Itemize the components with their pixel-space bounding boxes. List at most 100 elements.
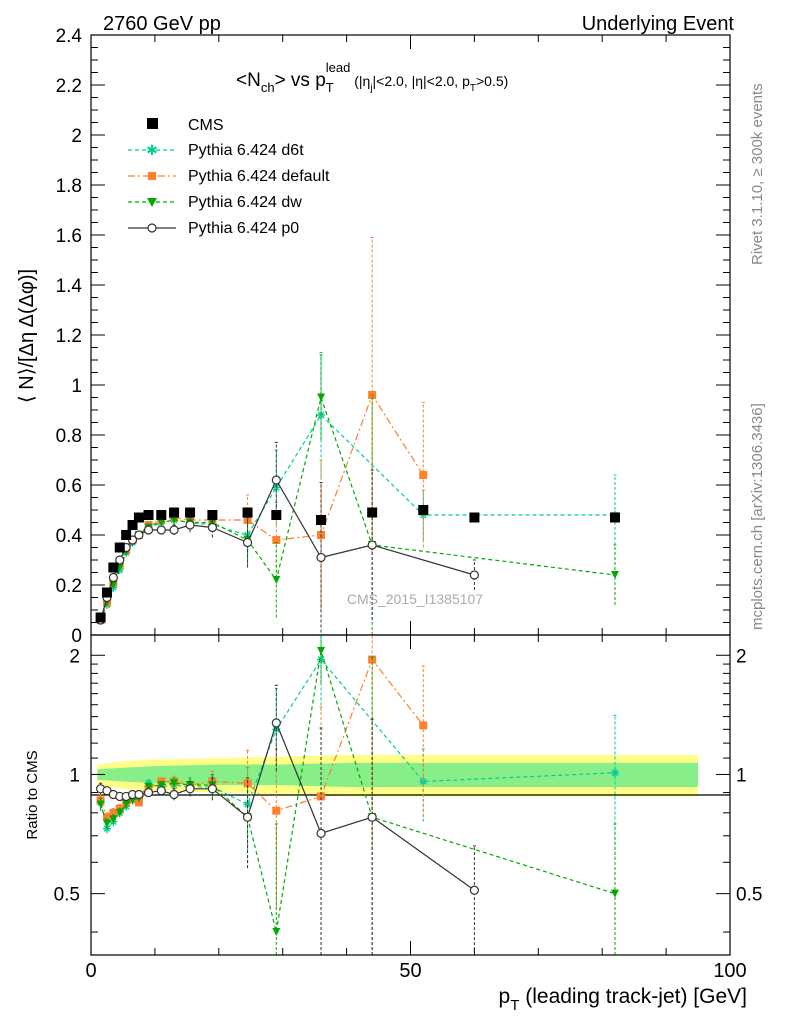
main-y-tick-label: 2.2 <box>56 76 82 97</box>
energy-label: 2760 GeV pp <box>103 13 221 35</box>
main-title: <Nch> vs pTlead (|ηj|<2.0, |η|<2.0, pT>0… <box>236 60 508 95</box>
x-tick-label: 100 <box>713 960 746 982</box>
data-point <box>143 787 154 798</box>
main-series <box>95 442 479 633</box>
legend-entry-dw: Pythia 6.424 dw <box>128 194 302 211</box>
main-y-tick-label: 0.8 <box>56 426 82 447</box>
data-point <box>169 507 180 518</box>
ratio-frame <box>90 634 731 956</box>
data-point <box>316 828 326 838</box>
data-point <box>133 512 144 523</box>
main-series <box>96 352 619 624</box>
data-point <box>185 520 195 530</box>
main-y-tick-labels: 0 0.2 0.4 0.6 0.8 1 1.2 1.4 1.6 1.8 2 2.2 2.4 <box>56 26 83 647</box>
ratio-y-tick-label: 0.5 <box>54 885 80 906</box>
main-series <box>96 237 428 624</box>
data-point <box>157 781 166 790</box>
data-point <box>185 784 195 794</box>
data-point <box>102 813 111 822</box>
data-point <box>144 782 153 791</box>
main-y-tick-label: 2 <box>71 126 82 147</box>
legend-entry-d6t: ✱ Pythia 6.424 d6t <box>128 142 304 159</box>
legend-entry-cms: CMS <box>147 117 224 134</box>
data-point <box>469 885 479 895</box>
main-panel: CMS_2015_I1385107 0 0.2 0.4 0.6 0.8 1 1.2 1.4 1.… <box>16 26 731 647</box>
ratio-series-line <box>100 658 616 830</box>
rivet-credit: Rivet 3.1.10, ≥ 300k events <box>749 83 766 265</box>
data-point <box>367 507 378 518</box>
ratio-ticks <box>90 635 731 955</box>
main-y-tick-label: 1 <box>71 376 82 397</box>
data-point <box>156 510 167 520</box>
data-point <box>207 510 218 520</box>
data-point <box>143 525 154 535</box>
data-point <box>272 806 281 815</box>
data-point <box>271 475 281 485</box>
data-point <box>469 512 480 523</box>
main-y-tick-label: 2.4 <box>56 26 83 47</box>
ratio-y-tick-labels: 0.5 0.5 1 1 2 2 <box>54 646 763 905</box>
data-point <box>242 537 253 548</box>
data-point <box>272 928 281 937</box>
x-axis-label: pT (leading track-jet) [GeV] <box>499 985 747 1014</box>
data-point <box>317 792 326 801</box>
legend: CMS ✱ Pythia 6.424 d6t Pythia 6.424 defa… <box>128 117 330 237</box>
data-point <box>121 530 132 540</box>
x-tick-label: 0 <box>85 960 96 982</box>
data-point <box>243 779 252 788</box>
main-series <box>95 505 620 623</box>
ratio-y-tick-label: 1 <box>69 765 80 786</box>
legend-label-dw: Pythia 6.424 dw <box>188 194 302 211</box>
data-point <box>242 812 253 822</box>
data-point <box>156 786 166 796</box>
data-point <box>367 812 377 822</box>
data-point <box>114 542 125 553</box>
data-point <box>134 789 144 800</box>
legend-entry-p0: Pythia 6.424 p0 <box>128 220 299 237</box>
data-point <box>242 507 253 518</box>
main-y-tick-label: 0.6 <box>56 476 82 497</box>
legend-label-default: Pythia 6.424 default <box>188 168 330 185</box>
ratio-y-tick-label-right: 0.5 <box>736 885 762 906</box>
data-point <box>115 555 125 565</box>
main-y-tick-label: 0 <box>71 626 82 647</box>
data-point <box>609 512 620 523</box>
data-point <box>367 540 377 550</box>
data-point <box>610 768 619 777</box>
data-point <box>102 819 111 828</box>
data-point <box>157 518 166 527</box>
data-point <box>109 808 118 817</box>
main-y-tick-label: 1.2 <box>56 326 82 347</box>
main-frame <box>90 34 731 636</box>
data-point <box>169 525 179 535</box>
data-point <box>419 721 428 730</box>
main-y-tick-label: 0.2 <box>56 576 82 597</box>
data-point <box>272 536 281 544</box>
main-y-tick-label: 1.4 <box>56 276 83 297</box>
data-point <box>109 815 118 824</box>
ratio-y-axis-label: Ratio to CMS <box>24 750 41 839</box>
main-series-layer <box>95 237 620 635</box>
data-point <box>169 789 179 800</box>
data-point <box>101 587 112 598</box>
legend-marker-dw <box>147 198 157 207</box>
legend-label-p0: Pythia 6.424 p0 <box>188 220 299 237</box>
data-point <box>156 525 166 535</box>
data-point <box>317 647 326 656</box>
data-point <box>207 784 218 794</box>
ratio-series-line <box>100 650 616 933</box>
analysis-watermark: CMS_2015_I1385107 <box>347 591 483 607</box>
analysis-label: Underlying Event <box>582 13 735 35</box>
data-point <box>419 471 428 479</box>
data-point <box>96 800 105 809</box>
data-point <box>143 510 154 520</box>
ratio-y-tick-label: 2 <box>69 646 80 667</box>
main-y-tick-label: 0.4 <box>56 526 83 547</box>
star-stroke <box>244 801 251 808</box>
data-point <box>122 800 131 809</box>
data-point <box>108 572 118 583</box>
legend-marker-p0 <box>147 223 157 233</box>
x-tick-label: 50 <box>399 960 421 982</box>
data-point <box>134 530 144 540</box>
